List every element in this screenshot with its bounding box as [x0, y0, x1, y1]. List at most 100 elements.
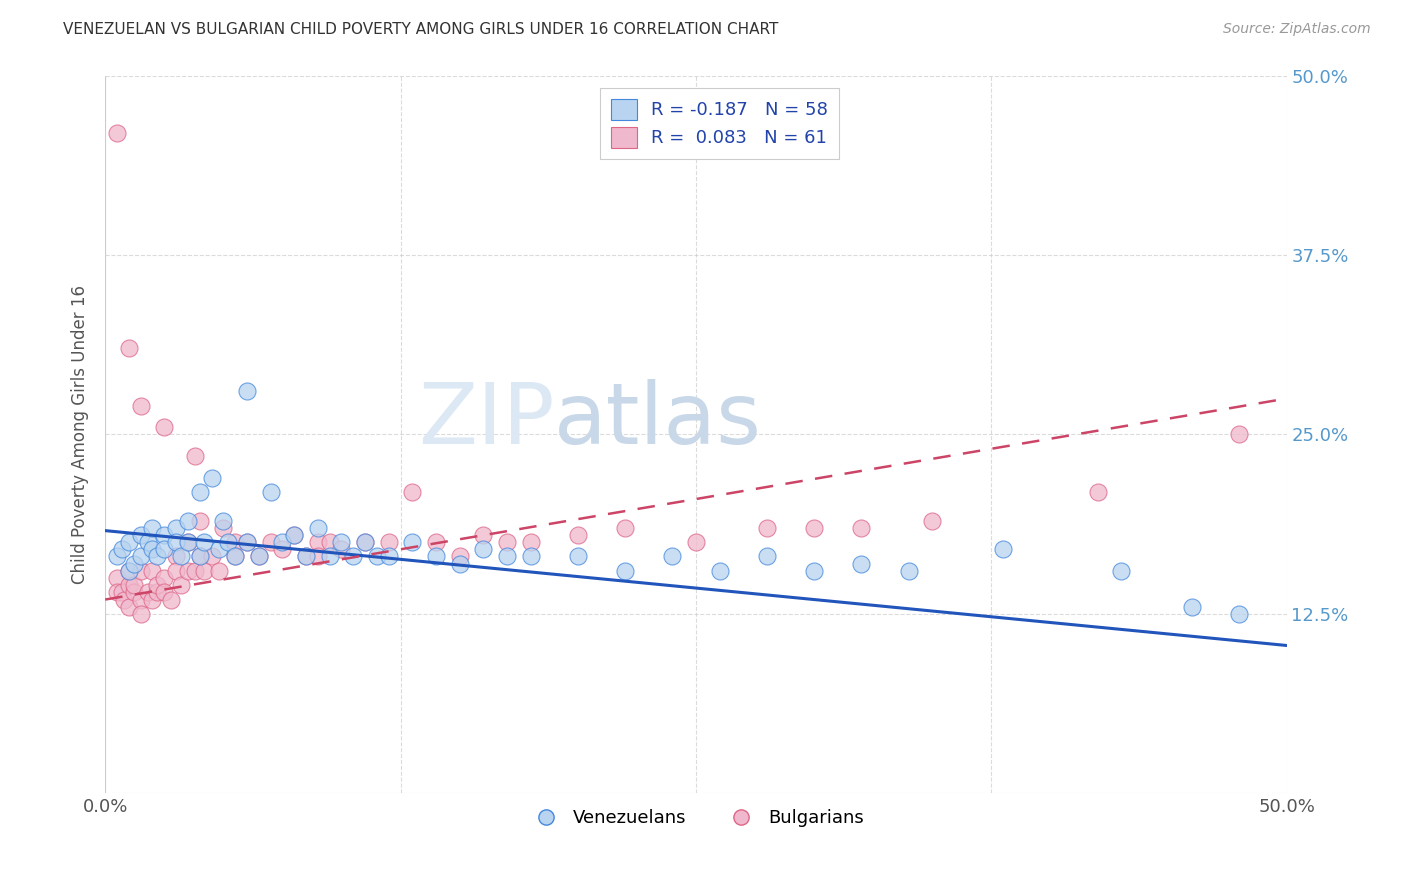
Point	[685, 535, 707, 549]
Point	[271, 542, 294, 557]
Point	[160, 592, 183, 607]
Point	[177, 535, 200, 549]
Point	[212, 521, 235, 535]
Point	[330, 535, 353, 549]
Point	[1109, 564, 1132, 578]
Point	[259, 535, 281, 549]
Point	[247, 549, 270, 564]
Point	[236, 535, 259, 549]
Point	[851, 521, 873, 535]
Point	[170, 549, 193, 564]
Point	[803, 564, 825, 578]
Legend: Venezuelans, Bulgarians: Venezuelans, Bulgarians	[520, 802, 870, 835]
Point	[122, 578, 145, 592]
Point	[111, 585, 134, 599]
Point	[122, 557, 145, 571]
Point	[354, 535, 377, 549]
Point	[141, 521, 163, 535]
Point	[153, 420, 176, 434]
Point	[112, 592, 135, 607]
Point	[118, 599, 141, 614]
Point	[425, 535, 447, 549]
Point	[118, 564, 141, 578]
Text: Source: ZipAtlas.com: Source: ZipAtlas.com	[1223, 22, 1371, 37]
Point	[188, 549, 211, 564]
Point	[897, 564, 920, 578]
Point	[193, 535, 215, 549]
Point	[118, 535, 141, 549]
Point	[307, 549, 329, 564]
Point	[449, 549, 471, 564]
Point	[330, 542, 353, 557]
Point	[307, 521, 329, 535]
Point	[129, 592, 152, 607]
Point	[496, 535, 519, 549]
Point	[200, 470, 222, 484]
Text: VENEZUELAN VS BULGARIAN CHILD POVERTY AMONG GIRLS UNDER 16 CORRELATION CHART: VENEZUELAN VS BULGARIAN CHILD POVERTY AM…	[63, 22, 779, 37]
Point	[105, 126, 128, 140]
Point	[755, 549, 778, 564]
Point	[449, 557, 471, 571]
Point	[354, 535, 377, 549]
Point	[129, 549, 152, 564]
Point	[165, 535, 187, 549]
Point	[342, 549, 364, 564]
Point	[184, 564, 207, 578]
Text: ZIP: ZIP	[418, 378, 554, 461]
Point	[295, 549, 318, 564]
Point	[177, 564, 200, 578]
Point	[153, 542, 176, 557]
Point	[177, 514, 200, 528]
Point	[271, 535, 294, 549]
Point	[105, 549, 128, 564]
Point	[318, 549, 340, 564]
Point	[851, 557, 873, 571]
Point	[1181, 599, 1204, 614]
Point	[207, 564, 229, 578]
Point	[425, 549, 447, 564]
Y-axis label: Child Poverty Among Girls Under 16: Child Poverty Among Girls Under 16	[72, 285, 89, 584]
Point	[129, 528, 152, 542]
Point	[165, 564, 187, 578]
Point	[496, 549, 519, 564]
Point	[1227, 427, 1250, 442]
Point	[991, 542, 1014, 557]
Point	[472, 542, 495, 557]
Point	[236, 535, 259, 549]
Point	[661, 549, 683, 564]
Point	[1087, 484, 1109, 499]
Point	[377, 549, 399, 564]
Point	[212, 514, 235, 528]
Point	[472, 528, 495, 542]
Point	[129, 607, 152, 621]
Point	[236, 384, 259, 399]
Point	[153, 585, 176, 599]
Point	[614, 564, 637, 578]
Point	[519, 549, 541, 564]
Point	[136, 585, 159, 599]
Point	[259, 484, 281, 499]
Point	[146, 549, 169, 564]
Point	[165, 549, 187, 564]
Point	[614, 521, 637, 535]
Point	[122, 585, 145, 599]
Point	[295, 549, 318, 564]
Point	[200, 549, 222, 564]
Point	[177, 535, 200, 549]
Point	[118, 564, 141, 578]
Point	[146, 578, 169, 592]
Point	[188, 514, 211, 528]
Point	[755, 521, 778, 535]
Point	[567, 528, 589, 542]
Point	[170, 578, 193, 592]
Point	[193, 564, 215, 578]
Point	[217, 535, 239, 549]
Point	[146, 585, 169, 599]
Point	[224, 549, 246, 564]
Point	[377, 535, 399, 549]
Point	[141, 592, 163, 607]
Point	[401, 484, 423, 499]
Point	[105, 585, 128, 599]
Point	[129, 564, 152, 578]
Point	[224, 549, 246, 564]
